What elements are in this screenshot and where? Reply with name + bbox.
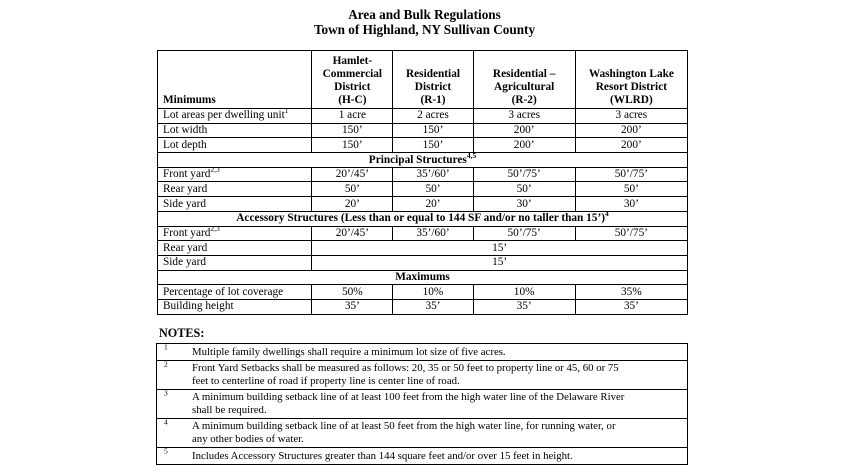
note-number: 4 xyxy=(156,417,190,448)
row-lot-depth: Lot depth 150’ 150’ 200’ 200’ xyxy=(156,137,689,154)
value-cell: 150’ xyxy=(392,137,474,154)
value-cell: 150’ xyxy=(392,122,474,139)
row-lot-width: Lot width 150’ 150’ 200’ 200’ xyxy=(156,122,689,139)
row-lot-area: Lot areas per dwelling unit1 1 acre 2 ac… xyxy=(156,108,689,124)
value-cell: 3 acres xyxy=(472,108,576,124)
section-header-accessory-structures: Accessory Structures (Less than or equal… xyxy=(157,210,688,227)
row-principal-front-yard: Front yard2,3 20’/45’ 35’/60’ 50’/75’ 50… xyxy=(156,166,689,183)
footnote-ref: 2,3 xyxy=(210,226,220,234)
row-label: Rear yard xyxy=(156,240,313,256)
value-cell: 2 acres xyxy=(392,108,474,124)
note-text: Front Yard Setbacks shall be measured as… xyxy=(190,359,688,390)
value-cell: 50’ xyxy=(574,181,689,198)
value-cell: 35’/60’ xyxy=(392,225,474,242)
value-cell: 10% xyxy=(472,284,576,300)
row-label: Rear yard xyxy=(156,181,313,198)
row-building-height: Building height 35’ 35’ 35’ 35’ xyxy=(156,298,689,315)
corner-header-minimums: Minimums xyxy=(156,50,313,109)
note-row: 4 A minimum building setback line of at … xyxy=(156,417,688,448)
footnote-ref: 1 xyxy=(284,108,289,116)
district-header-hc: Hamlet- Commercial District (H-C) xyxy=(311,50,394,109)
row-lot-coverage: Percentage of lot coverage 50% 10% 10% 3… xyxy=(156,284,689,300)
notes-heading: NOTES: xyxy=(159,326,205,340)
value-cell: 50’/75’ xyxy=(472,225,576,242)
note-row: 5 Includes Accessory Structures greater … xyxy=(156,447,688,465)
value-cell: 150’ xyxy=(311,122,394,139)
district-header-r2: Residential – Agricultural (R-2) xyxy=(472,50,576,109)
value-cell: 50’ xyxy=(472,181,576,198)
value-cell: 200’ xyxy=(574,137,689,154)
value-cell: 35’ xyxy=(574,298,689,315)
row-principal-side-yard: Side yard 20’ 20’ 30’ 30’ xyxy=(156,196,689,212)
note-text: Includes Accessory Structures greater th… xyxy=(190,447,688,465)
title-line-1: Area and Bulk Regulations xyxy=(348,7,501,22)
value-cell: 20’ xyxy=(311,196,394,212)
note-text: A minimum building setback line of at le… xyxy=(190,417,688,448)
note-row: 3 A minimum building setback line of at … xyxy=(156,388,688,419)
value-cell: 35’ xyxy=(311,298,394,315)
note-text: A minimum building setback line of at le… xyxy=(190,388,688,419)
value-cell: 200’ xyxy=(574,122,689,139)
row-label: Side yard xyxy=(156,196,313,212)
value-cell: 10% xyxy=(392,284,474,300)
note-number: 3 xyxy=(156,388,190,419)
note-row: 1 Multiple family dwellings shall requir… xyxy=(156,343,688,361)
value-cell: 150’ xyxy=(311,137,394,154)
row-label: Lot width xyxy=(156,122,313,139)
section-row-accessory: Accessory Structures (Less than or equal… xyxy=(157,210,688,227)
value-cell: 50’/75’ xyxy=(574,166,689,183)
value-cell: 20’/45’ xyxy=(311,225,394,242)
note-text: Multiple family dwellings shall require … xyxy=(190,343,688,361)
note-number: 1 xyxy=(156,343,190,361)
row-label: Lot depth xyxy=(156,137,313,154)
value-cell: 20’/45’ xyxy=(311,166,394,183)
row-accessory-front-yard: Front yard2,3 20’/45’ 35’/60’ 50’/75’ 50… xyxy=(156,225,689,242)
value-cell: 1 acre xyxy=(311,108,394,124)
value-cell: 200’ xyxy=(472,122,576,139)
value-cell: 30’ xyxy=(574,196,689,212)
note-row: 2 Front Yard Setbacks shall be measured … xyxy=(156,359,688,390)
section-header-maximums: Maximums xyxy=(157,269,688,286)
value-cell: 200’ xyxy=(472,137,576,154)
value-cell: 35% xyxy=(574,284,689,300)
footnote-ref: 4,5 xyxy=(466,152,477,160)
value-cell: 35’ xyxy=(392,298,474,315)
notes-table: 1 Multiple family dwellings shall requir… xyxy=(156,343,688,465)
row-principal-rear-yard: Rear yard 50’ 50’ 50’ 50’ xyxy=(156,181,689,198)
area-bulk-regulations-table: Minimums Hamlet- Commercial District (H-… xyxy=(156,50,689,315)
merged-value-cell: 15’ xyxy=(311,240,688,256)
note-number: 2 xyxy=(156,359,190,390)
district-header-r1: Residential District (R-1) xyxy=(392,50,474,109)
value-cell: 50’/75’ xyxy=(574,225,689,242)
row-accessory-rear-yard: Rear yard 15’ xyxy=(156,240,688,256)
section-header-principal-structures: Principal Structures4,5 xyxy=(157,152,688,168)
row-accessory-side-yard: Side yard 15’ xyxy=(156,254,688,271)
row-label: Building height xyxy=(156,298,313,315)
value-cell: 35’/60’ xyxy=(392,166,474,183)
value-cell: 35’ xyxy=(472,298,576,315)
value-cell: 20’ xyxy=(392,196,474,212)
district-header-wlrd: Washington Lake Resort District (WLRD) xyxy=(574,50,689,109)
value-cell: 3 acres xyxy=(574,108,689,124)
footnote-ref: 2,3 xyxy=(210,167,220,175)
value-cell: 30’ xyxy=(472,196,576,212)
footnote-ref: 4 xyxy=(604,211,609,219)
value-cell: 50’ xyxy=(311,181,394,198)
row-label: Percentage of lot coverage xyxy=(156,284,313,300)
section-row-principal: Principal Structures4,5 xyxy=(157,152,688,168)
title-line-2: Town of Highland, NY Sullivan County xyxy=(313,22,536,37)
row-label: Side yard xyxy=(156,254,313,271)
merged-value-cell: 15’ xyxy=(311,254,688,271)
value-cell: 50% xyxy=(311,284,394,300)
section-row-maximums: Maximums xyxy=(157,269,688,286)
note-number: 5 xyxy=(156,447,190,465)
value-cell: 50’ xyxy=(392,181,474,198)
document-title: Area and Bulk Regulations Town of Highla… xyxy=(0,7,849,37)
row-label: Front yard2,3 xyxy=(156,166,313,183)
header-row: Minimums Hamlet- Commercial District (H-… xyxy=(156,50,689,109)
value-cell: 50’/75’ xyxy=(472,166,576,183)
row-label: Front yard2,3 xyxy=(156,225,313,242)
row-label: Lot areas per dwelling unit1 xyxy=(156,108,313,124)
